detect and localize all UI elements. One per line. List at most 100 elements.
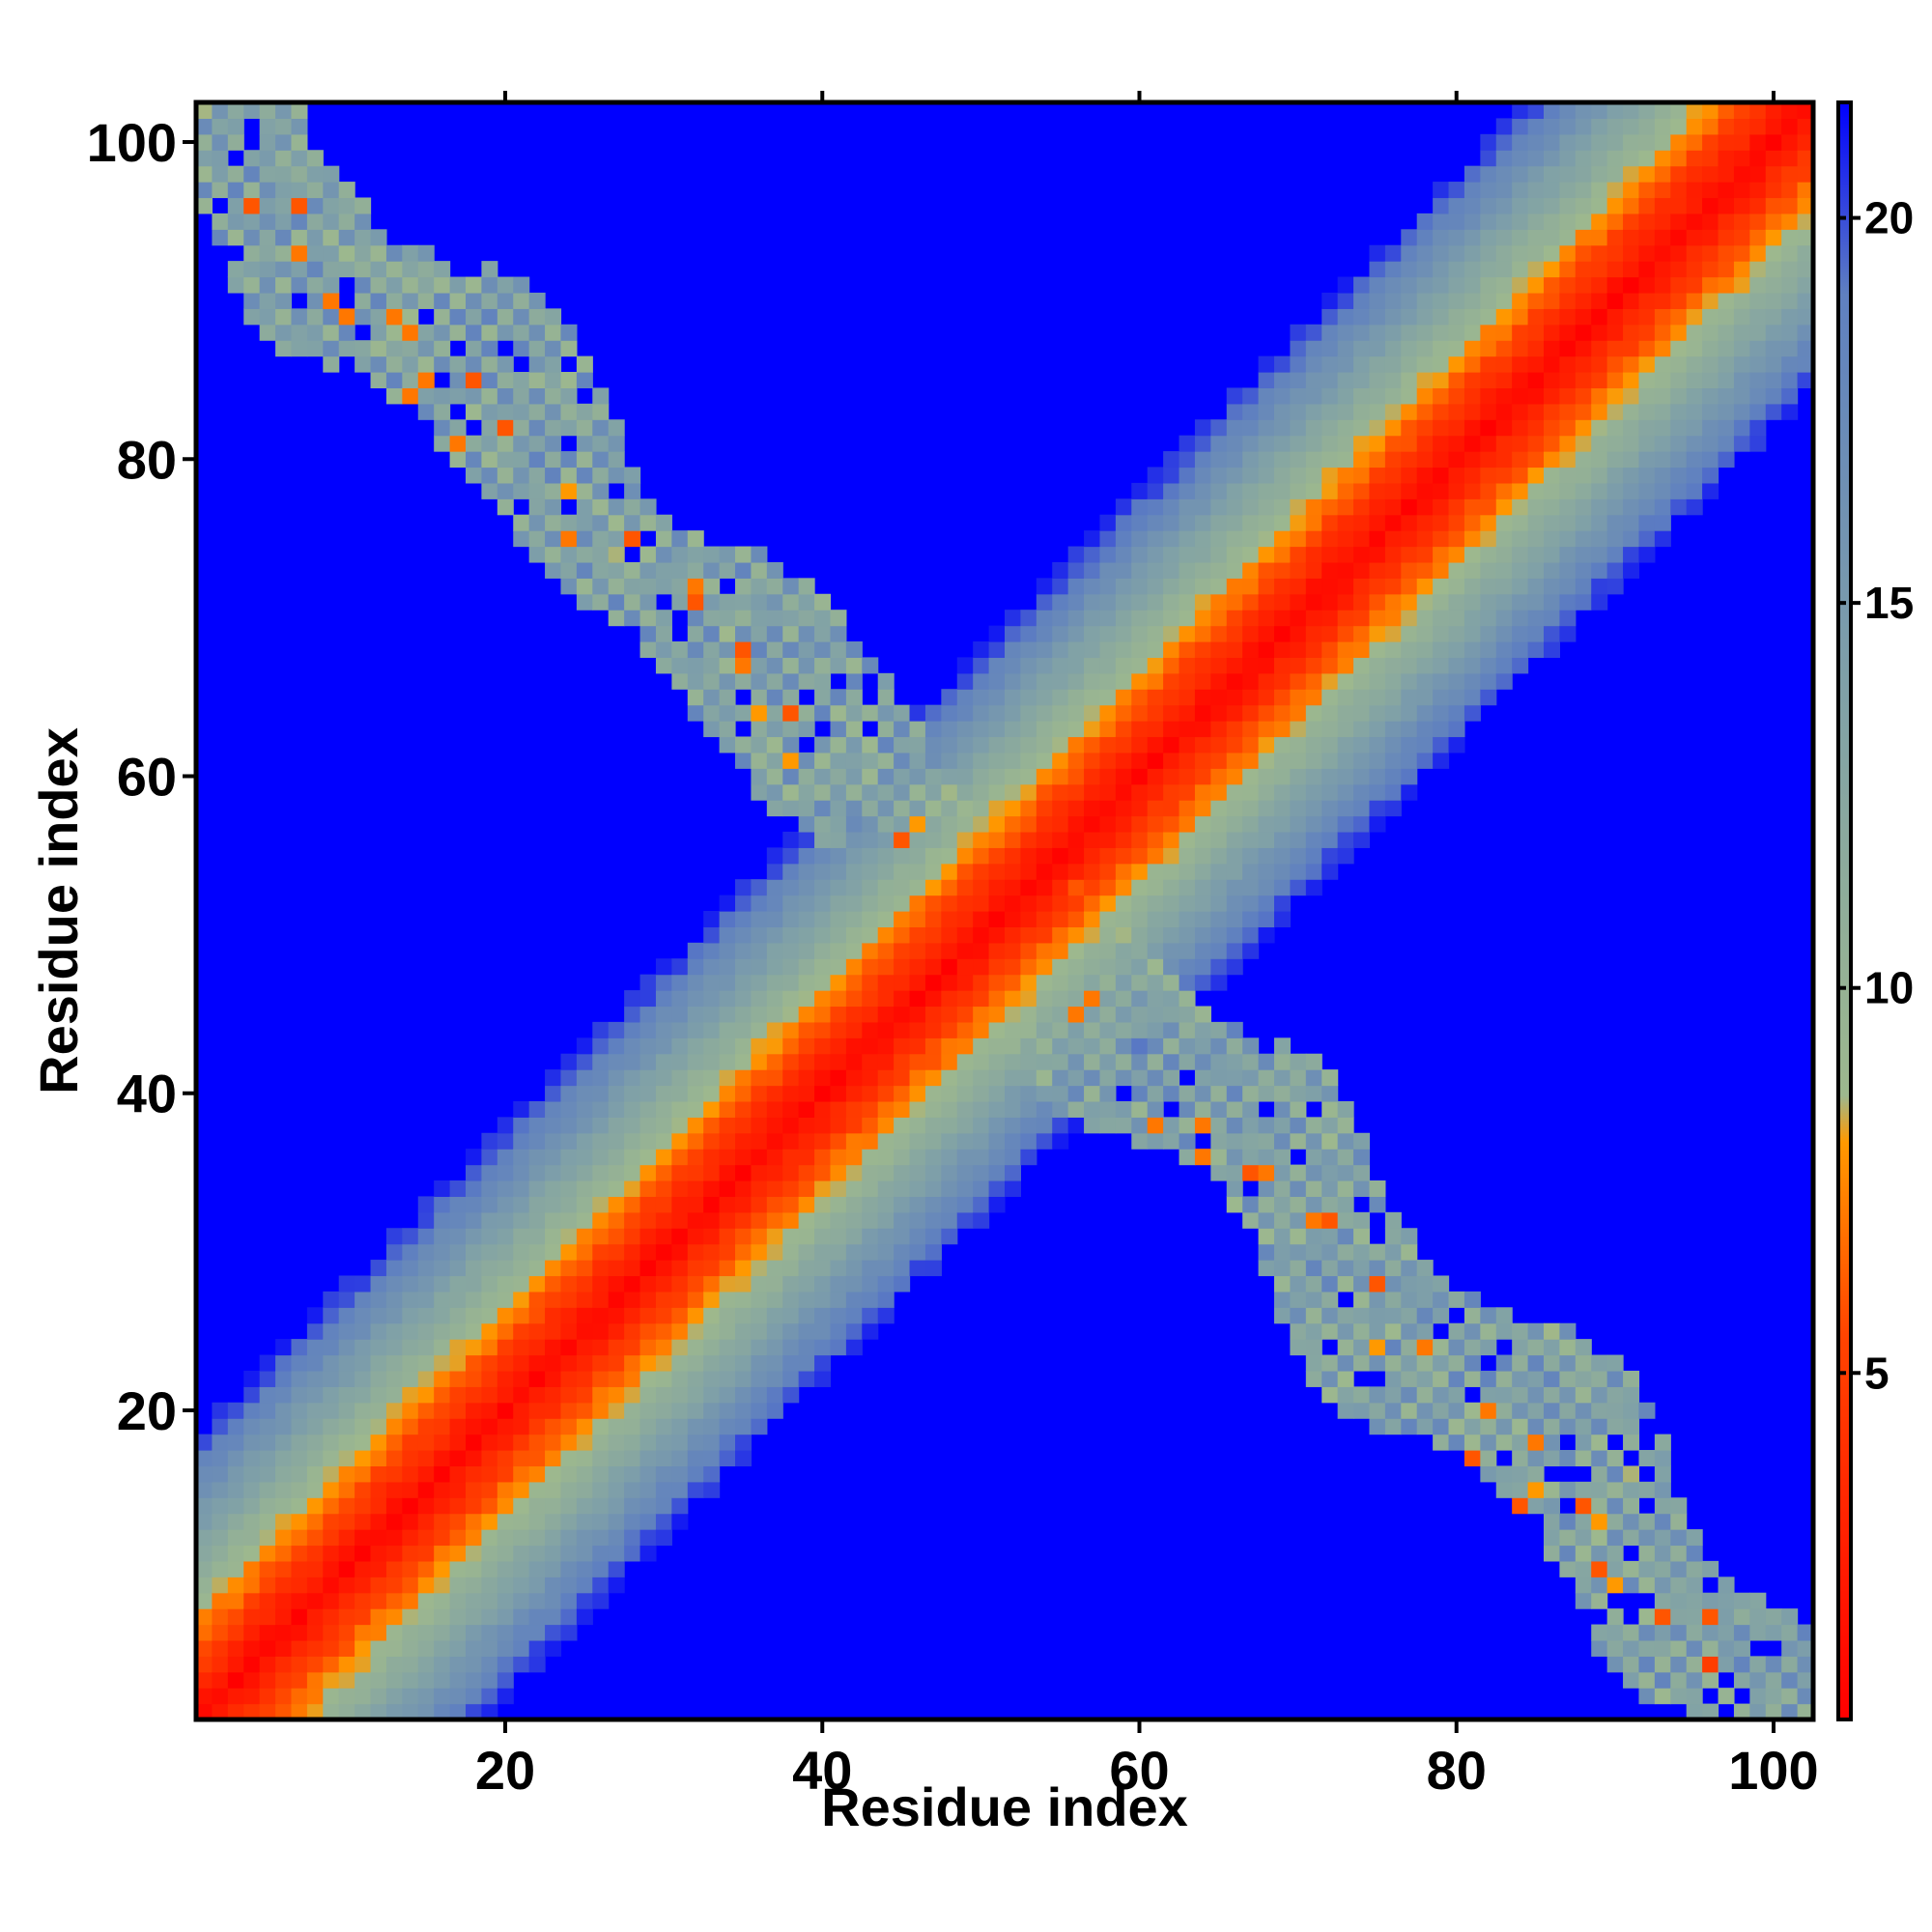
heatmap-cell <box>1480 372 1497 389</box>
heatmap-cell <box>1258 736 1275 753</box>
heatmap-cell <box>338 1529 355 1547</box>
heatmap-cell <box>449 372 467 389</box>
heatmap-cell <box>1369 482 1386 499</box>
heatmap-cell <box>513 1260 530 1277</box>
heatmap-cell <box>1702 229 1719 246</box>
heatmap-cell <box>370 355 387 373</box>
heatmap-cell <box>1623 276 1640 294</box>
heatmap-cell <box>323 1592 340 1609</box>
heatmap-cell <box>338 1497 355 1515</box>
heatmap-cell <box>323 1402 340 1419</box>
heatmap-cell <box>243 261 261 278</box>
heatmap-cell <box>924 704 942 722</box>
heatmap-cell <box>1749 355 1767 373</box>
heatmap-cell <box>1559 1402 1577 1419</box>
heatmap-cell <box>1401 783 1418 801</box>
heatmap-cell <box>1258 704 1275 722</box>
heatmap-cell <box>1797 292 1814 309</box>
heatmap-cell <box>1638 1560 1656 1577</box>
heatmap-cell <box>528 530 546 548</box>
heatmap-cell <box>751 783 768 801</box>
heatmap-cell <box>212 102 229 120</box>
heatmap-cell <box>545 546 562 563</box>
heatmap-cell <box>830 1021 847 1038</box>
heatmap-cell <box>1036 958 1053 976</box>
heatmap-cell <box>909 721 926 738</box>
heatmap-cell <box>370 1545 387 1562</box>
heatmap-cell <box>924 1260 942 1277</box>
heatmap-cell <box>1210 561 1228 579</box>
heatmap-cell <box>1433 276 1450 294</box>
heatmap-cell <box>894 1211 911 1229</box>
heatmap-cell <box>1369 340 1386 357</box>
heatmap-cell <box>1527 1339 1545 1356</box>
heatmap-cell <box>1353 1180 1371 1198</box>
heatmap-cell <box>497 1386 514 1404</box>
heatmap-cell <box>1337 1164 1354 1181</box>
heatmap-cell <box>323 1560 340 1577</box>
heatmap-cell <box>1559 102 1577 120</box>
heatmap-cell <box>671 1069 689 1087</box>
heatmap-cell <box>1559 482 1577 499</box>
heatmap-cell <box>830 1117 847 1134</box>
heatmap-cell <box>592 1211 610 1229</box>
heatmap-cell <box>243 1592 261 1609</box>
heatmap-cell <box>560 561 578 579</box>
heatmap-cell <box>370 1418 387 1435</box>
heatmap-cell <box>592 419 610 437</box>
heatmap-cell <box>306 1560 324 1577</box>
heatmap-cell <box>1067 689 1085 706</box>
heatmap-cell <box>862 1164 879 1181</box>
heatmap-cell <box>1433 704 1450 722</box>
heatmap-cell <box>1179 482 1196 499</box>
heatmap-cell <box>798 625 815 642</box>
heatmap-cell <box>1084 561 1101 579</box>
heatmap-cell <box>259 182 276 199</box>
heatmap-cell <box>417 1307 435 1324</box>
heatmap-cell <box>1258 1260 1275 1277</box>
heatmap-cell <box>449 1688 467 1705</box>
heatmap-cell <box>608 578 625 595</box>
heatmap-cell <box>275 1529 293 1547</box>
heatmap-cell <box>1654 387 1671 405</box>
heatmap-cell <box>1591 1497 1608 1515</box>
heatmap-cell <box>624 1402 641 1419</box>
heatmap-cell <box>1591 1450 1608 1467</box>
heatmap-cell <box>1670 182 1688 199</box>
heatmap-cell <box>608 498 625 516</box>
heatmap-cell <box>243 182 261 199</box>
heatmap-cell <box>212 1402 229 1419</box>
heatmap-cell <box>1084 879 1101 896</box>
heatmap-cell <box>956 942 974 959</box>
heatmap-cell <box>1384 768 1402 785</box>
heatmap-cell <box>608 1577 625 1594</box>
heatmap-cell <box>1194 736 1211 753</box>
heatmap-cell <box>1084 530 1101 548</box>
heatmap-cell <box>1147 561 1164 579</box>
heatmap-cell <box>560 324 578 341</box>
x-axis: 20 40 60 80 100 <box>475 91 1819 1801</box>
heatmap-cell <box>243 1434 261 1451</box>
heatmap-cell <box>1591 387 1608 405</box>
heatmap-cell <box>1369 610 1386 627</box>
heatmap-cell <box>624 1339 641 1356</box>
heatmap-cell <box>1495 610 1513 627</box>
heatmap-cell <box>830 1100 847 1118</box>
heatmap-cell <box>1099 641 1117 659</box>
heatmap-cell <box>1527 546 1545 563</box>
heatmap-cell <box>576 1592 593 1609</box>
heatmap-cell <box>1781 102 1799 120</box>
heatmap-cell <box>719 1211 736 1229</box>
heatmap-cell <box>1463 482 1481 499</box>
heatmap-cell <box>1384 1260 1402 1277</box>
heatmap-cell <box>1765 1703 1782 1720</box>
heatmap-cell <box>782 1132 800 1150</box>
heatmap-cell <box>1036 1117 1053 1134</box>
heatmap-cell <box>1559 514 1577 531</box>
heatmap-cell <box>212 1418 229 1435</box>
heatmap-cell <box>1242 1085 1260 1102</box>
heatmap-cell <box>355 292 372 309</box>
heatmap-cell <box>751 593 768 611</box>
heatmap-cell <box>862 958 879 976</box>
heatmap-cell <box>1781 355 1799 373</box>
